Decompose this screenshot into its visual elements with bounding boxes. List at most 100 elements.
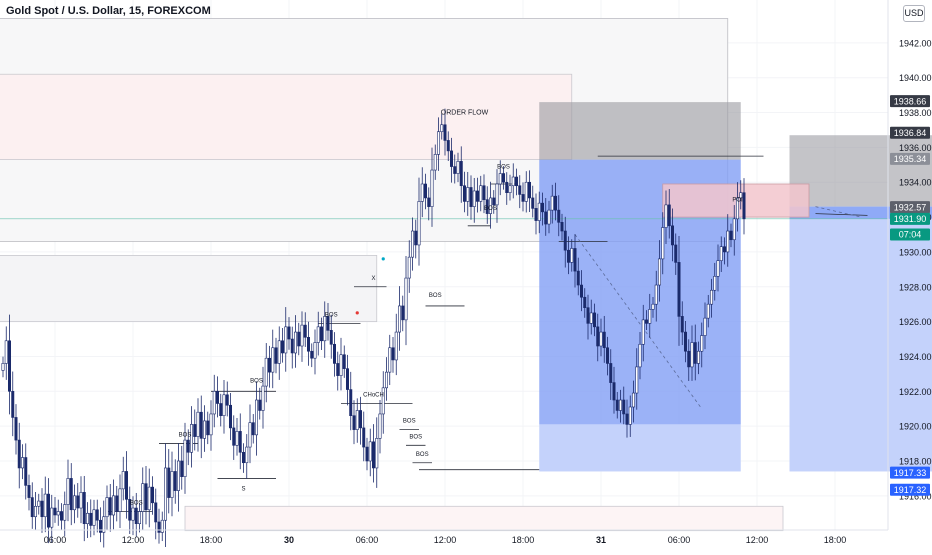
candle-body [194, 424, 196, 436]
candle-body [720, 247, 722, 261]
candle-body [350, 390, 352, 416]
candle-body [109, 498, 111, 515]
candle-body [116, 496, 118, 512]
candle-body [454, 167, 456, 174]
candle-body [86, 513, 88, 523]
annotation-label: BOS [484, 206, 497, 212]
candle-body [57, 512, 59, 515]
annotation-label: BOS [250, 379, 263, 385]
y-tick-label: 1942.00 [899, 38, 932, 48]
candle-body [327, 316, 329, 330]
candle-body [281, 341, 283, 353]
candle-body [5, 341, 7, 364]
candle-body [463, 186, 465, 202]
candle-body [408, 257, 410, 278]
candle-body [298, 332, 300, 346]
candle-body [528, 182, 530, 198]
candle-body [658, 259, 660, 285]
candle-body [587, 308, 589, 324]
annotation-label: BOS [409, 434, 422, 440]
x-tick-label: 30 [284, 535, 294, 545]
candle-body [405, 278, 407, 320]
price-label: 1931.90 [894, 214, 927, 224]
candle-body [288, 327, 290, 339]
candle-body [343, 355, 345, 369]
candle-body [187, 440, 189, 452]
x-tick-label: 12:00 [434, 535, 457, 545]
x-tick-label: 12:00 [122, 535, 145, 545]
candle-body [564, 231, 566, 250]
candle-body [512, 177, 514, 186]
candle-body [522, 194, 524, 201]
candle-body [652, 304, 654, 309]
candle-body [421, 184, 423, 201]
candle-body [444, 125, 446, 141]
candle-body [21, 458, 23, 468]
candle-body [366, 447, 368, 461]
candle-body [694, 343, 696, 364]
candle-body [554, 196, 556, 210]
candle-body [610, 363, 612, 382]
candle-body [509, 186, 511, 193]
candle-body [467, 187, 469, 201]
candle-body [99, 520, 101, 532]
candle-body [44, 494, 46, 517]
position-1-blue-light [539, 424, 741, 471]
candle-body [220, 404, 222, 416]
annotation-label: BOS [497, 164, 510, 170]
candle-body [730, 231, 732, 240]
candle-body [324, 316, 326, 340]
annotation-label: BOS [325, 312, 338, 318]
candle-body [268, 358, 270, 372]
candle-body [337, 363, 339, 375]
candle-body [125, 471, 127, 499]
x-tick-label: 06:00 [668, 535, 691, 545]
candle-body [701, 336, 703, 352]
marker-dot-teal [382, 257, 385, 260]
candle-body [548, 210, 550, 224]
y-tick-label: 1930.00 [899, 247, 932, 257]
candle-body [704, 318, 706, 335]
candle-body [148, 487, 150, 510]
candle-body [262, 386, 264, 410]
candle-body [213, 391, 215, 414]
annotation-label: BOS [130, 501, 143, 507]
candle-body [642, 320, 644, 344]
candle-body [242, 452, 244, 462]
candle-body [171, 471, 173, 497]
candle-body [18, 440, 20, 468]
candle-body [480, 186, 482, 202]
candle-body [363, 428, 365, 447]
candle-body [64, 505, 66, 521]
candle-body [447, 140, 449, 150]
candle-body [60, 512, 62, 521]
x-tick-label: 18:00 [200, 535, 223, 545]
candle-body [727, 231, 729, 252]
candle-body [8, 341, 10, 392]
candle-body [216, 391, 218, 403]
candle-body [67, 478, 69, 504]
candle-body [743, 193, 745, 219]
candle-body [168, 468, 170, 498]
candle-body [606, 348, 608, 364]
candle-body [93, 510, 95, 526]
candle-body [538, 203, 540, 220]
price-label: 07:04 [899, 230, 922, 240]
currency-badge[interactable]: USD [903, 5, 925, 22]
candle-body [675, 245, 677, 262]
candle-body [577, 271, 579, 285]
candle-body [112, 496, 114, 515]
candle-body [616, 400, 618, 410]
price-label: 1917.32 [894, 485, 927, 495]
candle-body [311, 351, 313, 358]
candle-body [584, 297, 586, 307]
candle-body [239, 431, 241, 452]
y-tick-label: 1938.00 [899, 108, 932, 118]
candle-body [723, 247, 725, 252]
annotation-label: BOS [429, 293, 442, 299]
candle-body [51, 508, 53, 527]
candle-body [629, 407, 631, 424]
price-label: 1938.66 [894, 96, 927, 106]
